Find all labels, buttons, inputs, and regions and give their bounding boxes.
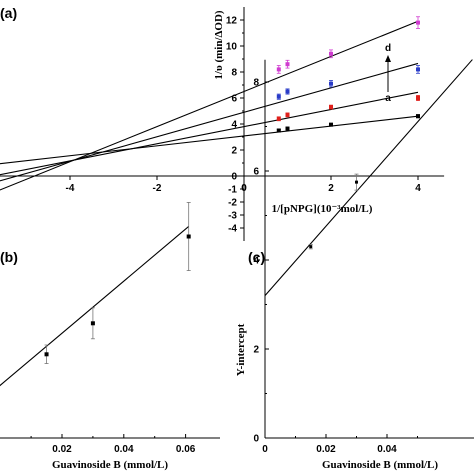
panel-c-point — [309, 245, 313, 249]
panel-a-point-c — [276, 94, 281, 99]
panel-a-point-c — [285, 89, 290, 94]
panel-a-point-b — [329, 105, 333, 110]
panel-c-chart: 0 0.02 0.04 0 2 4 6 8 Guavinoside B (mmol/L) Y-in… — [235, 59, 474, 471]
panel-c-y-tick-label: 2 — [253, 345, 259, 356]
panel-a-y-tick-label: 4 — [231, 120, 237, 131]
panel-a-y-tick-label: 0 — [231, 172, 237, 183]
panel-b-x-axis-label: Guavinoside B (mmol/L) — [52, 459, 168, 471]
panel-a-y-tick-label: 10 — [226, 42, 238, 53]
panel-a-y-tick-label: -4 — [228, 224, 237, 235]
panel-a-point-a — [329, 122, 333, 127]
panel-c-y-tick-label: 0 — [253, 434, 259, 445]
panel-a-annotation-top: d — [385, 43, 391, 54]
panel-b-x-tick-label: 0.04 — [114, 444, 134, 455]
panel-a-fit-line-c — [0, 62, 419, 182]
panel-c-x-tick-label: 0.04 — [377, 444, 397, 455]
panel-a-y-tick-label: 2 — [231, 146, 237, 157]
panel-c-x-tick-label: 0 — [262, 444, 268, 455]
panel-a-point-b — [416, 96, 420, 100]
panel-a-point-d — [285, 62, 290, 67]
panel-c-x-tick-label: 0.02 — [316, 444, 336, 455]
panel-a-point-d — [416, 20, 420, 25]
panel-c-y-tick-label: 6 — [253, 167, 259, 178]
panel-a-y-tick-label: 12 — [226, 16, 238, 27]
panel-a-y-axis-label: 1/υ (min/ΔOD) — [213, 10, 225, 79]
panel-a-fit-line-b — [0, 91, 419, 176]
panel-b-x-tick-label: 0.02 — [52, 444, 72, 455]
panel-a-x-tick-label: 2 — [328, 183, 334, 194]
panel-c-y-tick-label: 4 — [253, 256, 259, 267]
panel-a-y-tick-label: 6 — [231, 94, 237, 105]
panel-b-x-tick-label: 0.06 — [176, 444, 196, 455]
panel-a-x-tick-label: -2 — [153, 183, 162, 194]
panel-b-chart: 0.02 0.04 0.06 Guavinoside B (mmol/L) — [0, 201, 220, 471]
panel-b-point — [186, 234, 191, 239]
panel-a-annotation-bottom: a — [385, 93, 391, 104]
panel-a-fit-line-a — [0, 115, 419, 165]
panel-a-label: (a) — [0, 5, 17, 21]
panel-c-label: (c) — [248, 249, 265, 265]
panel-a-y-tick-label: -2 — [228, 198, 237, 209]
panel-a-y-tick-label: -3 — [228, 211, 237, 222]
panel-b-point — [90, 321, 95, 326]
panel-a-point-c — [416, 67, 420, 72]
panel-a-chart: -6-4-2024-4-3-2-1024681012da1/[pNPG](10⁻… — [0, 7, 445, 241]
panel-b-label: (b) — [0, 249, 18, 265]
panel-a-y-tick-label: -1 — [228, 185, 237, 196]
panel-a-point-b — [285, 112, 290, 117]
panel-c-fit-line — [264, 59, 473, 296]
panel-a-series-arrowhead — [385, 55, 391, 62]
panel-c-y-axis-label: Y-intercept — [235, 323, 247, 376]
panel-a-x-tick-label: -4 — [66, 183, 75, 194]
panel-a-point-a — [276, 128, 281, 133]
panel-a-fit-line-d — [0, 20, 419, 191]
panel-a-x-tick-label: 4 — [415, 183, 421, 194]
panel-a-point-d — [329, 51, 333, 56]
panel-a-point-a — [416, 114, 420, 119]
panel-a-point-a — [285, 126, 290, 131]
panel-a-x-axis-label: 1/[pNPG](10⁻³mol/L) — [272, 203, 373, 215]
panel-c-x-axis-label: Guavinoside B (mmol/L) — [322, 459, 438, 471]
panel-b-point — [44, 352, 49, 357]
panel-c-point — [355, 180, 358, 184]
panel-c-y-tick-label: 8 — [253, 78, 259, 89]
panel-a-y-tick-label: 8 — [231, 68, 237, 79]
panel-a-point-c — [329, 81, 333, 86]
panel-b-fit-line — [0, 226, 190, 387]
panel-a-point-b — [276, 116, 281, 121]
panel-a-point-d — [276, 67, 281, 72]
panel-a-x-tick-label: 0 — [241, 183, 247, 194]
